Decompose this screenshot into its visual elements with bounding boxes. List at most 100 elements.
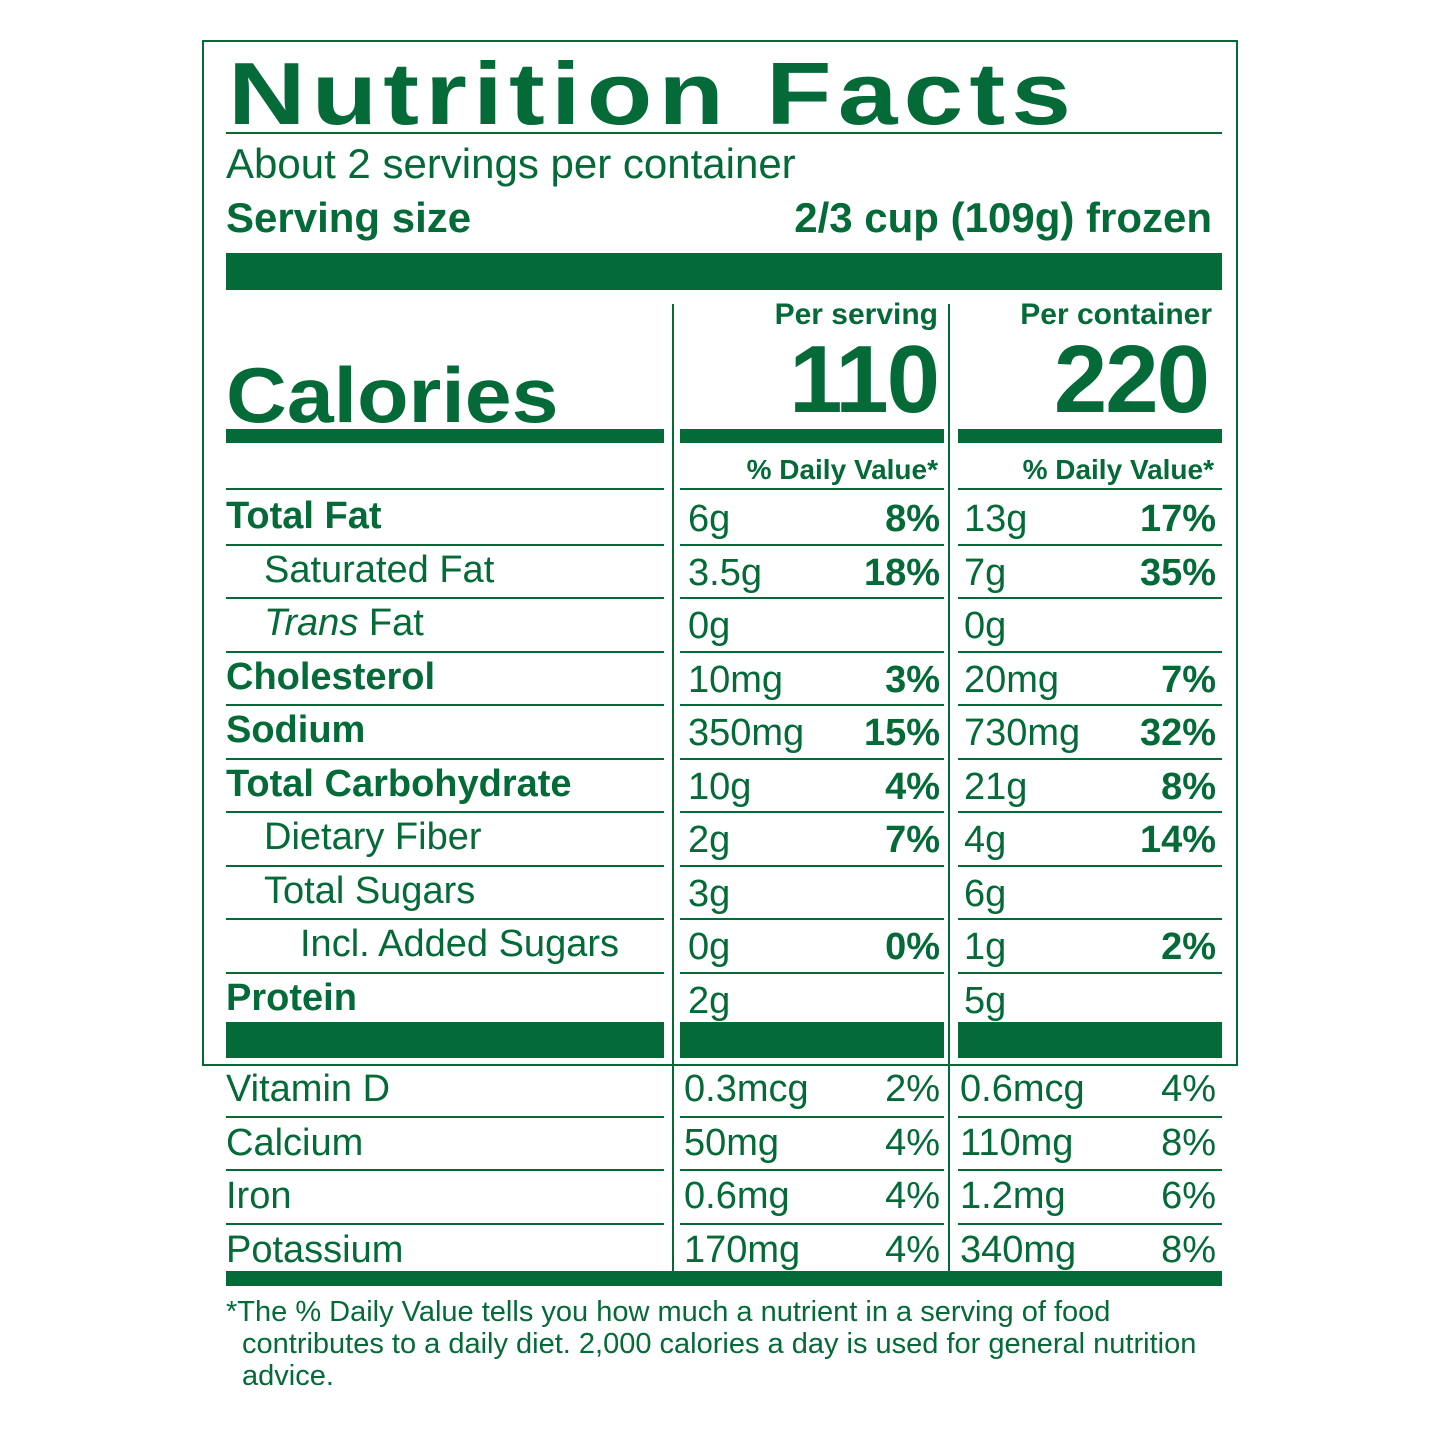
vitamin-name: Potassium	[226, 1229, 404, 1271]
calories-bar-middle	[680, 429, 944, 443]
row-separator	[680, 865, 944, 867]
row-separator	[226, 758, 664, 760]
vitamin-name: Vitamin D	[226, 1068, 391, 1110]
row-separator	[958, 758, 1222, 760]
serving-amount: 0g	[688, 605, 731, 647]
row-separator	[226, 811, 664, 813]
nutrient-name: Dietary Fiber	[264, 816, 482, 858]
vitamin-bar-middle	[680, 1022, 944, 1058]
container-amount: 21g	[964, 766, 1028, 808]
vitamin-container-amount: 340mg	[960, 1229, 1077, 1271]
label-title: Nutrition Facts	[228, 44, 1078, 143]
container-amount: 730mg	[964, 712, 1081, 754]
per-container-header: Per container	[1020, 298, 1212, 331]
serving-size-value: 2/3 cup (109g) frozen	[794, 194, 1212, 241]
row-separator	[958, 811, 1222, 813]
serving-amount: 3.5g	[688, 552, 762, 594]
vitamin-container-amount: 110mg	[960, 1122, 1074, 1164]
row-separator	[958, 704, 1222, 706]
vitamin-serving-amount: 50mg	[684, 1122, 780, 1164]
per-serving-header: Per serving	[774, 298, 938, 331]
dv-header-separator	[958, 488, 1222, 490]
serving-amount: 10mg	[688, 659, 784, 701]
row-separator	[680, 811, 944, 813]
serving-size-label: Serving size	[226, 194, 472, 241]
container-amount: 6g	[964, 873, 1007, 915]
serving-amount: 2g	[688, 819, 731, 861]
serving-amount: 0g	[688, 926, 731, 968]
container-dv: 8%	[1161, 766, 1216, 808]
container-dv: 14%	[1139, 819, 1216, 861]
vitamin-container-amount: 1.2mg	[960, 1175, 1066, 1217]
vitamin-bar-left	[226, 1022, 664, 1058]
vitamin-separator	[958, 1169, 1222, 1171]
container-dv: 7%	[1161, 659, 1216, 701]
vitamin-bar-right	[958, 1022, 1222, 1058]
vitamin-separator	[680, 1223, 944, 1225]
vitamin-container-dv: 6%	[1161, 1175, 1216, 1217]
servings-per-container: About 2 servings per container	[226, 140, 796, 187]
vitamin-separator	[958, 1223, 1222, 1225]
dv-header-serving: % Daily Value*	[746, 454, 938, 485]
row-separator	[958, 972, 1222, 974]
row-separator	[226, 544, 664, 546]
nutrient-name: Total Carbohydrate	[226, 763, 572, 805]
serving-dv: 18%	[863, 552, 940, 594]
row-separator	[226, 972, 664, 974]
vitamin-serving-dv: 2%	[885, 1068, 940, 1110]
vitamin-separator	[958, 1116, 1222, 1118]
vitamin-name: Iron	[226, 1175, 292, 1217]
serving-dv: 7%	[885, 819, 940, 861]
dv-header-separator	[680, 488, 944, 490]
vitamin-serving-amount: 170mg	[684, 1229, 801, 1271]
row-separator	[680, 918, 944, 920]
vitamin-name: Calcium	[226, 1122, 364, 1164]
row-separator	[680, 597, 944, 599]
serving-dv: 4%	[885, 766, 940, 808]
serving-dv: 0%	[885, 926, 940, 968]
nutrient-name: Protein	[226, 977, 357, 1019]
container-amount: 20mg	[964, 659, 1060, 701]
thick-divider-top	[226, 253, 1222, 290]
row-separator	[680, 544, 944, 546]
vitamin-serving-dv: 4%	[885, 1229, 940, 1271]
row-separator	[226, 865, 664, 867]
vitamin-container-amount: 0.6mcg	[960, 1068, 1085, 1110]
container-dv: 2%	[1161, 926, 1216, 968]
row-separator	[958, 597, 1222, 599]
container-dv: 35%	[1139, 552, 1216, 594]
vitamin-container-dv: 4%	[1161, 1068, 1216, 1110]
vitamin-separator	[226, 1116, 664, 1118]
vitamin-separator	[680, 1169, 944, 1171]
container-amount: 1g	[964, 926, 1007, 968]
vitamin-serving-amount: 0.3mcg	[684, 1068, 809, 1110]
row-separator	[958, 918, 1222, 920]
nutrient-name-italic: Trans	[264, 602, 359, 644]
row-separator	[958, 544, 1222, 546]
vitamin-separator	[680, 1116, 944, 1118]
row-separator	[680, 651, 944, 653]
row-separator	[958, 651, 1222, 653]
vitamin-serving-amount: 0.6mg	[684, 1175, 790, 1217]
vitamin-serving-dv: 4%	[885, 1122, 940, 1164]
row-separator	[226, 918, 664, 920]
serving-dv: 8%	[885, 498, 940, 540]
container-dv: 17%	[1139, 498, 1216, 540]
nutrient-name: Trans Fat	[264, 604, 424, 642]
row-separator	[226, 597, 664, 599]
footnote: *The % Daily Value tells you how much a …	[226, 1296, 1216, 1392]
serving-amount: 350mg	[688, 712, 805, 754]
vitamin-container-dv: 8%	[1161, 1229, 1216, 1271]
vitamin-separator	[226, 1223, 664, 1225]
nutrient-name: Saturated Fat	[264, 549, 495, 591]
column-divider-2	[948, 304, 950, 1272]
row-separator	[680, 704, 944, 706]
serving-amount: 10g	[688, 766, 752, 808]
vitamin-serving-dv: 4%	[885, 1175, 940, 1217]
column-divider-1	[672, 304, 674, 1272]
row-separator	[680, 972, 944, 974]
nutrient-name: Incl. Added Sugars	[300, 923, 619, 965]
serving-dv: 15%	[863, 712, 940, 754]
nutrient-name: Sodium	[226, 709, 366, 751]
container-dv: 32%	[1139, 712, 1216, 754]
